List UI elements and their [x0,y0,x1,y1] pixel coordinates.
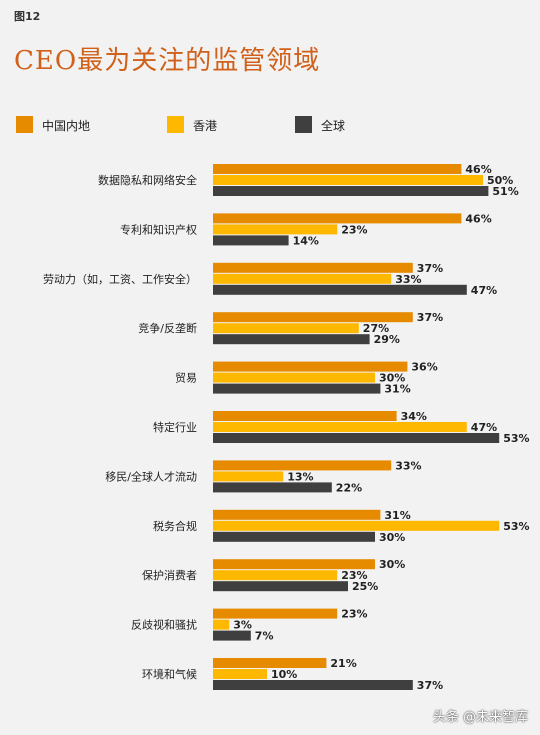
value-label: 22% [336,481,362,494]
category-label: 特定行业 [153,420,197,434]
bar-mainland [213,312,413,323]
bar-mainland [213,608,338,619]
category-label: 数据隐私和网络安全 [98,173,197,187]
bar-global [213,581,348,592]
bar-hongkong [213,372,375,383]
value-label: 33% [395,459,421,472]
bar-mainland [213,658,327,668]
bar-hongkong [213,224,338,235]
value-label: 3% [233,619,252,632]
bar-hongkong [213,619,230,630]
value-label: 7% [255,630,274,643]
value-label: 23% [341,608,367,621]
category-group: 环境和气候 21% 10% 37% [142,657,443,692]
bar-mainland [213,411,397,421]
value-label: 47% [471,284,497,297]
value-label: 31% [384,509,410,522]
value-label: 14% [293,234,319,247]
value-label: 30% [379,558,405,571]
value-label: 36% [411,361,437,374]
category-group: 特定行业 34% 47% 53% [153,410,530,445]
legend-label-hongkong: 香港 [193,119,218,133]
value-label: 50% [487,174,513,187]
category-label: 反歧视和骚扰 [131,618,197,632]
value-label: 37% [417,679,443,692]
legend-swatch-global [295,116,312,133]
category-label: 贸易 [175,372,197,385]
figure-label: 图12 [14,10,41,23]
bar-global [213,383,381,394]
value-label: 30% [379,372,405,385]
bar-hongkong [213,273,392,284]
watermark: 头条 @未来智库 [432,710,528,725]
bar-global [213,284,467,295]
value-label: 53% [503,520,529,533]
bar-mainland [213,361,408,372]
category-label: 专利和知识产权 [120,222,197,236]
bar-hongkong [213,669,267,679]
bar-global [213,482,332,493]
bar-hongkong [213,175,483,185]
value-label: 37% [417,262,443,275]
legend-label-mainland: 中国内地 [42,119,91,133]
bar-hongkong [213,323,359,334]
bar-mainland [213,164,462,174]
category-label: 税务合规 [153,519,197,533]
value-label: 21% [330,657,356,670]
value-label: 53% [503,432,529,445]
bar-global [213,680,413,690]
category-group: 竞争/反垄断 37% 27%29% [138,311,443,346]
value-label: 13% [287,470,313,483]
value-label: 10% [271,668,297,681]
bar-mainland [213,559,375,570]
bar-global [213,235,289,246]
value-label: 33% [395,273,421,286]
bar-mainland [213,460,392,471]
value-label: 47% [471,421,497,434]
category-label: 环境和气候 [142,667,197,681]
bar-global [213,433,500,443]
value-label: 25% [352,580,378,593]
bar-hongkong [213,422,467,432]
category-group: 反歧视和骚扰 23% 3%7% [131,608,368,643]
bar-hongkong [213,570,338,581]
chart-legend: 中国内地 香港 全球 [0,115,540,135]
legend-label-global: 全球 [321,119,346,133]
value-label: 30% [379,531,405,544]
value-label: 23% [341,223,367,236]
category-group: 贸易 36% 30%31% [175,361,438,396]
category-group: 专利和知识产权 46% 23% 14% [120,212,492,247]
value-label: 27% [363,322,389,335]
value-label: 29% [374,333,400,346]
value-label: 34% [401,410,427,423]
bar-mainland [213,262,413,273]
category-group: 劳动力（如，工资、工作安全） 37%33% 47% [43,262,497,297]
category-label: 竞争/反垄断 [138,321,197,335]
legend-swatch-mainland [16,116,33,133]
bar-hongkong [213,471,284,482]
category-group: 数据隐私和网络安全 46%50%51% [98,163,519,198]
value-label: 31% [384,383,410,396]
bar-global [213,186,489,196]
category-group: 保护消费者 30% 23%25% [142,558,405,593]
category-label: 劳动力（如，工资、工作安全） [43,272,197,286]
value-label: 37% [417,311,443,324]
legend-swatch-hongkong [167,116,184,133]
bar-mainland [213,213,462,224]
value-label: 46% [465,163,491,176]
bar-mainland [213,509,381,520]
category-label: 移民/全球人才流动 [105,469,197,483]
value-label: 46% [465,212,491,225]
chart-title: CEO最为关注的监管领域 [14,46,321,76]
value-label: 23% [341,569,367,582]
bar-global [213,531,375,542]
category-group: 移民/全球人才流动 33% 13% 22% [105,459,421,494]
category-group: 税务合规 31% 53% 30% [153,509,530,544]
bar-hongkong [213,520,500,531]
value-label: 51% [492,185,518,198]
category-label: 保护消费者 [142,568,197,582]
bar-global [213,334,370,345]
bar-global [213,630,251,641]
